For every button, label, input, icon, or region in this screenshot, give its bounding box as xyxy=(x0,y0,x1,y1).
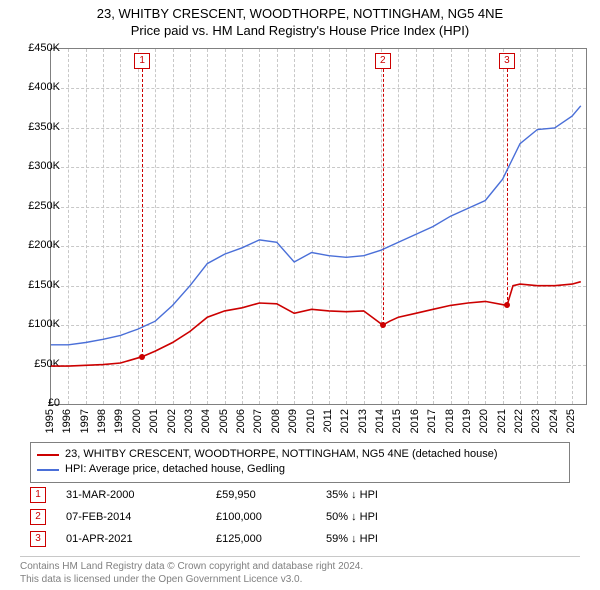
sale-marker: 3 xyxy=(499,53,515,69)
x-tick-label: 2014 xyxy=(374,409,386,433)
sales-row-marker: 1 xyxy=(30,487,46,503)
x-tick-label: 2016 xyxy=(409,409,421,433)
x-tick-label: 2018 xyxy=(444,409,456,433)
legend-row-price-paid: 23, WHITBY CRESCENT, WOODTHORPE, NOTTING… xyxy=(37,447,563,462)
x-tick-label: 2023 xyxy=(530,409,542,433)
sales-row-price: £100,000 xyxy=(216,511,326,523)
x-tick-label: 2011 xyxy=(322,409,334,433)
legend-swatch-price-paid xyxy=(37,454,59,456)
x-tick-label: 2019 xyxy=(461,409,473,433)
sales-row-date: 01-APR-2021 xyxy=(66,533,216,545)
x-tick-label: 2024 xyxy=(548,409,560,433)
sales-table: 1 31-MAR-2000£59,95035% ↓ HPI 2 07-FEB-2014… xyxy=(30,484,436,550)
x-tick-label: 2007 xyxy=(252,409,264,433)
x-tick-label: 2010 xyxy=(305,409,317,433)
x-tick-label: 2022 xyxy=(513,409,525,433)
sales-row-date: 31-MAR-2000 xyxy=(66,489,216,501)
x-tick-label: 2006 xyxy=(235,409,247,433)
legend-label-price-paid: 23, WHITBY CRESCENT, WOODTHORPE, NOTTING… xyxy=(65,447,498,462)
x-tick-label: 2008 xyxy=(270,409,282,433)
chart-plot-area: 1 2 3 xyxy=(50,48,587,405)
chart-container: 23, WHITBY CRESCENT, WOODTHORPE, NOTTING… xyxy=(0,0,600,590)
x-tick-label: 2015 xyxy=(391,409,403,433)
x-tick-label: 2013 xyxy=(357,409,369,433)
x-tick-label: 1996 xyxy=(61,409,73,433)
legend: 23, WHITBY CRESCENT, WOODTHORPE, NOTTING… xyxy=(30,442,570,483)
sales-row-marker: 3 xyxy=(30,531,46,547)
x-tick-label: 2021 xyxy=(496,409,508,433)
x-tick-label: 2001 xyxy=(148,409,160,433)
sales-row-hpi: 35% ↓ HPI xyxy=(326,489,436,501)
sale-marker: 2 xyxy=(375,53,391,69)
x-tick-label: 2000 xyxy=(131,409,143,433)
legend-row-hpi: HPI: Average price, detached house, Gedl… xyxy=(37,462,563,477)
x-tick-label: 1999 xyxy=(113,409,125,433)
sales-row-marker: 2 xyxy=(30,509,46,525)
sale-point xyxy=(504,302,510,308)
series-line xyxy=(51,282,581,366)
sales-row: 2 07-FEB-2014£100,00050% ↓ HPI xyxy=(30,506,436,528)
title-block: 23, WHITBY CRESCENT, WOODTHORPE, NOTTING… xyxy=(0,0,600,40)
legend-label-hpi: HPI: Average price, detached house, Gedl… xyxy=(65,462,285,477)
x-tick-label: 2004 xyxy=(200,409,212,433)
sales-row-price: £59,950 xyxy=(216,489,326,501)
x-tick-label: 2017 xyxy=(426,409,438,433)
footer-line-2: This data is licensed under the Open Gov… xyxy=(20,574,302,585)
x-tick-label: 2002 xyxy=(166,409,178,433)
sale-marker: 1 xyxy=(134,53,150,69)
footer-attribution: Contains HM Land Registry data © Crown c… xyxy=(20,556,580,586)
title-line-1: 23, WHITBY CRESCENT, WOODTHORPE, NOTTING… xyxy=(0,6,600,23)
sales-row-date: 07-FEB-2014 xyxy=(66,511,216,523)
x-tick-label: 1995 xyxy=(44,409,56,433)
sale-point xyxy=(139,354,145,360)
x-tick-label: 2012 xyxy=(339,409,351,433)
x-tick-label: 2025 xyxy=(565,409,577,433)
x-tick-label: 1997 xyxy=(79,409,91,433)
x-tick-label: 2009 xyxy=(287,409,299,433)
sale-point xyxy=(380,322,386,328)
chart-lines-svg xyxy=(51,49,586,404)
x-tick-label: 1998 xyxy=(96,409,108,433)
title-line-2: Price paid vs. HM Land Registry's House … xyxy=(0,23,600,40)
sales-row: 1 31-MAR-2000£59,95035% ↓ HPI xyxy=(30,484,436,506)
footer-line-1: Contains HM Land Registry data © Crown c… xyxy=(20,561,363,572)
legend-swatch-hpi xyxy=(37,469,59,471)
sales-row: 3 01-APR-2021£125,00059% ↓ HPI xyxy=(30,528,436,550)
x-tick-label: 2005 xyxy=(218,409,230,433)
x-tick-label: 2020 xyxy=(478,409,490,433)
sales-row-hpi: 50% ↓ HPI xyxy=(326,511,436,523)
sales-row-price: £125,000 xyxy=(216,533,326,545)
x-tick-label: 2003 xyxy=(183,409,195,433)
sales-row-hpi: 59% ↓ HPI xyxy=(326,533,436,545)
